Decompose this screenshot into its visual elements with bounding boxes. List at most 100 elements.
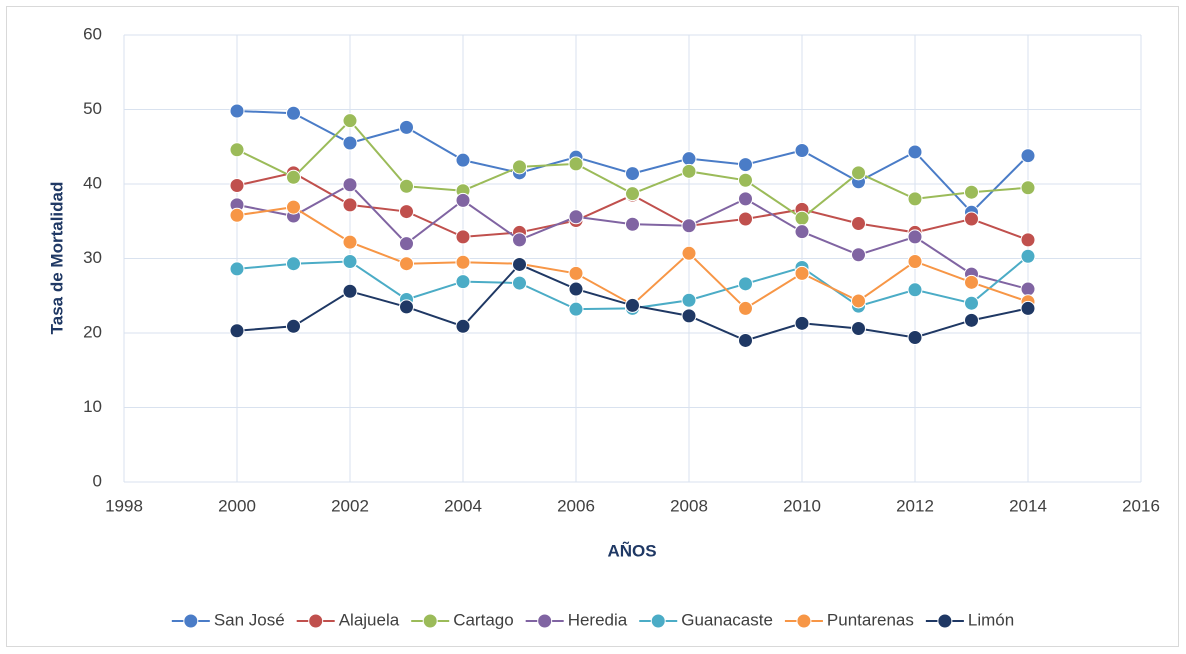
data-point bbox=[399, 204, 414, 220]
data-point bbox=[229, 142, 245, 158]
y-tick-label: 20 bbox=[83, 322, 102, 341]
data-point bbox=[342, 197, 358, 213]
data-point bbox=[455, 229, 471, 245]
y-axis-title: Tasa de Mortalidad bbox=[47, 182, 66, 335]
data-point bbox=[342, 234, 358, 250]
data-point bbox=[1020, 148, 1036, 164]
y-tick-label: 40 bbox=[83, 173, 102, 192]
data-point bbox=[907, 253, 923, 269]
y-tick-label: 10 bbox=[83, 397, 102, 416]
x-tick-label: 2002 bbox=[331, 496, 369, 515]
legend-marker bbox=[537, 613, 553, 629]
data-point bbox=[229, 177, 245, 193]
data-point bbox=[512, 159, 527, 175]
data-point bbox=[568, 301, 584, 317]
data-point bbox=[286, 169, 301, 185]
legend-marker bbox=[650, 613, 666, 629]
legend-label: Guanacaste bbox=[681, 610, 773, 629]
data-point bbox=[851, 215, 866, 231]
x-tick-label: 2014 bbox=[1009, 496, 1047, 515]
data-point bbox=[851, 321, 866, 337]
data-point bbox=[907, 229, 923, 245]
legend-label: Heredia bbox=[568, 610, 628, 629]
y-tick-label: 0 bbox=[93, 471, 102, 490]
x-tick-label: 2006 bbox=[557, 496, 595, 515]
x-tick-label: 2000 bbox=[218, 496, 256, 515]
data-point bbox=[738, 276, 753, 292]
data-point bbox=[794, 315, 810, 331]
data-point bbox=[681, 218, 697, 234]
data-point bbox=[229, 323, 245, 339]
data-point bbox=[1020, 248, 1036, 264]
data-point bbox=[342, 253, 358, 269]
data-point bbox=[964, 184, 979, 200]
data-point bbox=[229, 103, 245, 119]
legend: San José Alajuela Cartago Heredia Guanacaste… bbox=[171, 610, 1014, 629]
data-point bbox=[964, 312, 979, 328]
y-tick-label: 50 bbox=[83, 99, 102, 118]
legend-label: Alajuela bbox=[339, 610, 400, 629]
legend-marker bbox=[308, 613, 324, 629]
data-point bbox=[229, 261, 245, 277]
data-point bbox=[738, 157, 753, 173]
legend-label: Puntarenas bbox=[827, 610, 914, 629]
legend-label: San José bbox=[214, 610, 285, 629]
data-point bbox=[512, 275, 527, 291]
x-tick-label: 2008 bbox=[670, 496, 708, 515]
data-point bbox=[625, 216, 640, 232]
data-point bbox=[399, 299, 414, 315]
legend-marker bbox=[183, 613, 199, 629]
data-point bbox=[455, 318, 471, 334]
data-point bbox=[625, 297, 640, 313]
data-point bbox=[738, 332, 753, 348]
data-point bbox=[738, 172, 753, 188]
data-point bbox=[907, 329, 923, 345]
data-point bbox=[455, 152, 471, 168]
chart-frame bbox=[6, 6, 1179, 647]
data-point bbox=[342, 177, 358, 193]
data-point bbox=[738, 211, 753, 227]
legend-marker bbox=[422, 613, 438, 629]
data-point bbox=[681, 163, 697, 179]
data-point bbox=[681, 308, 697, 324]
data-point bbox=[286, 199, 301, 215]
data-point bbox=[907, 282, 923, 298]
data-point bbox=[1020, 281, 1036, 297]
legend-marker bbox=[937, 613, 953, 629]
data-point bbox=[342, 113, 358, 129]
data-point bbox=[1020, 300, 1036, 316]
data-point bbox=[907, 191, 923, 207]
data-point bbox=[455, 254, 471, 270]
data-point bbox=[794, 224, 810, 240]
data-point bbox=[286, 105, 301, 121]
y-tick-label: 60 bbox=[83, 24, 102, 43]
data-point bbox=[1020, 232, 1036, 248]
data-point bbox=[964, 274, 979, 290]
data-point bbox=[625, 186, 640, 202]
data-point bbox=[907, 144, 923, 160]
x-axis-title: AÑOS bbox=[607, 540, 656, 560]
data-point bbox=[455, 192, 471, 208]
data-point bbox=[512, 256, 527, 272]
data-point bbox=[342, 135, 358, 151]
x-tick-label: 2010 bbox=[783, 496, 821, 515]
data-point bbox=[851, 247, 866, 263]
data-point bbox=[851, 293, 866, 309]
legend-label: Limón bbox=[968, 610, 1014, 629]
data-point bbox=[399, 119, 414, 135]
data-point bbox=[681, 292, 697, 308]
data-point bbox=[568, 265, 584, 281]
data-point bbox=[342, 283, 358, 299]
data-point bbox=[568, 209, 584, 225]
y-tick-label: 30 bbox=[83, 248, 102, 267]
data-point bbox=[964, 211, 979, 227]
data-point bbox=[286, 318, 301, 334]
data-point bbox=[1020, 180, 1036, 196]
data-point bbox=[399, 178, 414, 194]
data-point bbox=[568, 156, 584, 172]
legend-label: Cartago bbox=[453, 610, 513, 629]
x-tick-label: 1998 bbox=[105, 496, 143, 515]
x-tick-label: 2016 bbox=[1122, 496, 1160, 515]
data-point bbox=[738, 191, 753, 207]
